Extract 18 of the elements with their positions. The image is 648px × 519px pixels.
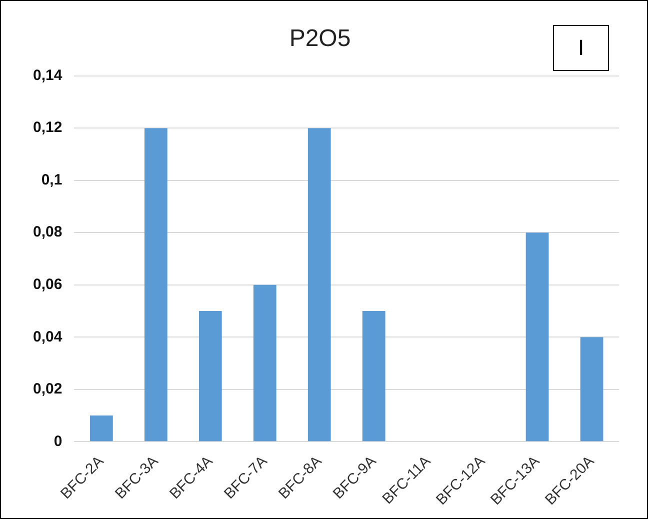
y-tick-label: 0,06	[32, 276, 62, 293]
y-tick-label: 0,08	[32, 224, 62, 241]
y-tick-label: 0,12	[32, 119, 62, 136]
bar	[362, 310, 386, 442]
bar	[198, 310, 222, 442]
bar	[526, 232, 549, 442]
chart-title: P2O5	[289, 25, 351, 52]
bar	[580, 337, 604, 442]
y-tick-label: 0,1	[41, 171, 62, 188]
text: I	[553, 25, 609, 71]
bar	[144, 128, 168, 442]
y-tick-label: 0,04	[32, 328, 63, 346]
bar	[253, 284, 276, 442]
y-tick-label: 0,14	[32, 66, 63, 84]
y-tick-label: 0,02	[32, 380, 62, 398]
bar	[90, 416, 113, 442]
y-tick-label: 0	[54, 432, 62, 450]
bar	[308, 128, 331, 442]
